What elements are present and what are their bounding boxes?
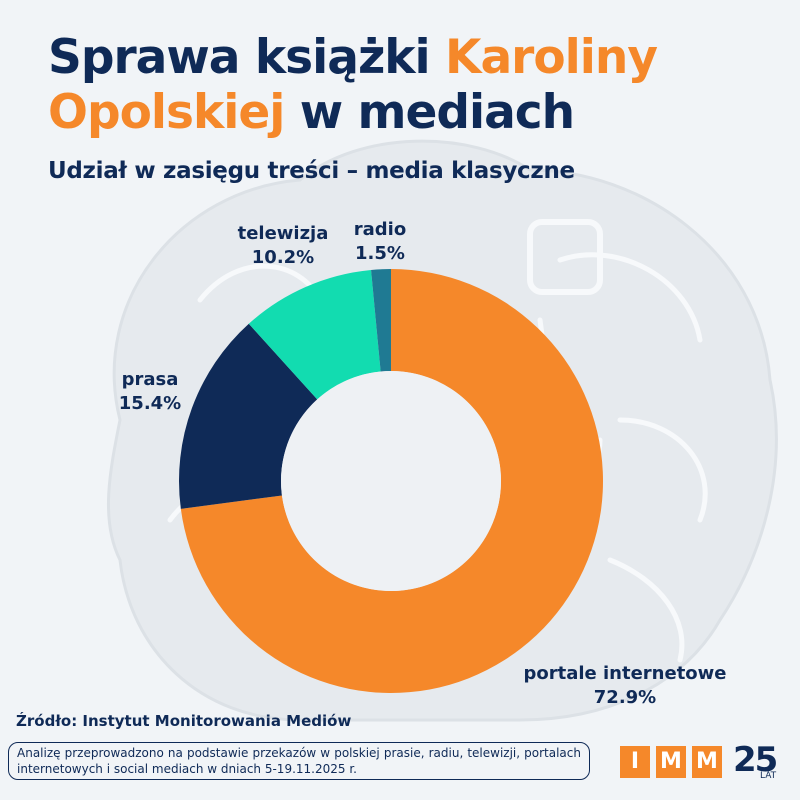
slice-portale [180,269,604,693]
label-portale-value: 72.9% [593,687,657,708]
label-portale-name: portale internetowe [523,663,727,684]
imm-logo: I M M 25 LAT [620,740,790,782]
label-prasa-value: 15.4% [118,393,182,414]
page-title: Sprawa książki Karoliny Opolskiej w medi… [48,30,800,140]
logo-letter-m2: M [692,746,722,778]
label-prasa: prasa 15.4% [100,368,200,416]
label-telewizja: telewizja 10.2% [228,222,338,270]
methodology-note: Analizę przeprowadzono na podstawie prze… [8,742,590,780]
logo-suffix: LAT [760,771,777,781]
logo-letter-i: I [620,746,650,778]
label-radio: radio 1.5% [340,218,420,266]
slice-prasa [179,323,318,509]
label-radio-value: 1.5% [355,243,405,264]
chart-subtitle: Udział w zasięgu treści – media klasyczn… [48,158,575,184]
label-portale: portale internetowe 72.9% [515,662,735,710]
label-telewizja-name: telewizja [237,223,329,244]
label-radio-name: radio [353,219,407,240]
logo-number: 25 [733,740,778,780]
logo-letter-m1: M [656,746,686,778]
source-note: Źródło: Instytut Monitorowania Mediów [16,712,352,730]
slice-telewizja [248,269,381,400]
slice-radio [371,269,391,372]
title-part1: Sprawa książki [48,30,446,85]
label-prasa-name: prasa [121,369,179,390]
title-part2: w mediach [284,85,575,140]
donut-hole [281,371,501,591]
label-telewizja-value: 10.2% [251,247,315,268]
title-highlight: Karoliny Opolskiej [48,30,658,140]
